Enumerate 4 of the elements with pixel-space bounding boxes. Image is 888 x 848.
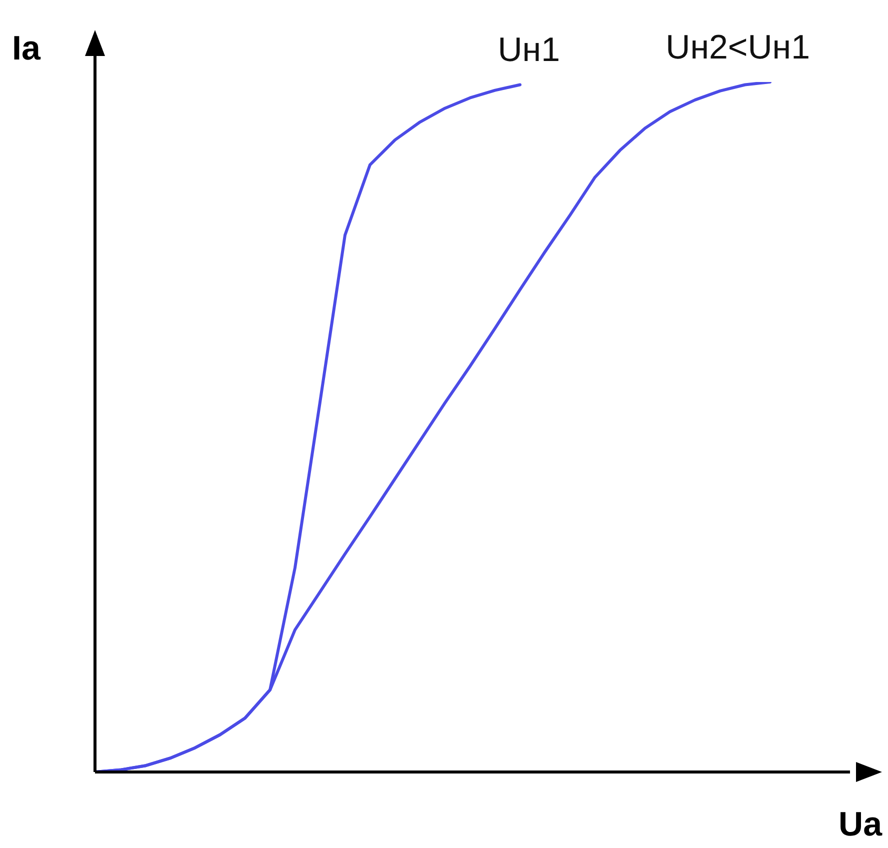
x-axis-title: Ua — [838, 805, 884, 844]
y-axis-title: Ia — [12, 29, 42, 68]
series-label: Uн2<Uн1 — [666, 28, 810, 66]
series-label: Uн1 — [498, 31, 560, 70]
